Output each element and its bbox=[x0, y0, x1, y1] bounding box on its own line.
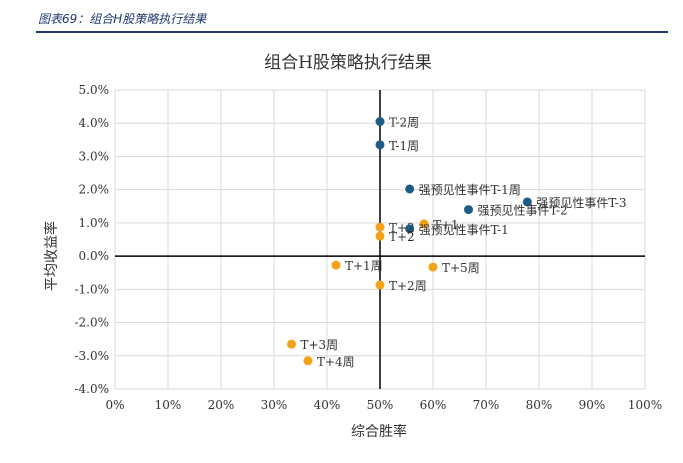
data-point bbox=[375, 280, 385, 290]
data-point bbox=[303, 356, 313, 366]
y-tick-label: 4.0% bbox=[79, 116, 110, 130]
data-point bbox=[464, 205, 474, 215]
data-label: T+2周 bbox=[389, 279, 427, 293]
y-tick-label: -1.0% bbox=[74, 282, 109, 296]
chart-title: 组合H股策略执行结果 bbox=[264, 53, 432, 73]
x-tick-label: 0% bbox=[105, 398, 124, 412]
data-point bbox=[428, 262, 438, 272]
x-tick-label: 20% bbox=[208, 398, 235, 412]
data-point bbox=[375, 140, 385, 150]
y-tick-label: -4.0% bbox=[74, 382, 109, 396]
x-tick-label: 10% bbox=[155, 398, 182, 412]
data-point bbox=[522, 197, 532, 207]
x-tick-label: 80% bbox=[526, 398, 553, 412]
y-tick-label: 5.0% bbox=[79, 83, 110, 97]
x-tick-label: 100% bbox=[628, 398, 662, 412]
y-tick-label: -2.0% bbox=[74, 316, 109, 330]
data-label: T+2 bbox=[389, 230, 415, 244]
y-axis-label: 平均收益率 bbox=[43, 221, 60, 291]
data-label: T-1周 bbox=[389, 139, 419, 153]
data-point bbox=[286, 339, 296, 349]
x-tick-label: 60% bbox=[420, 398, 447, 412]
data-points bbox=[286, 117, 532, 366]
data-point bbox=[375, 222, 385, 232]
data-point bbox=[405, 184, 415, 194]
data-point bbox=[331, 260, 341, 270]
x-tick-label: 40% bbox=[314, 398, 341, 412]
data-label: T+1 bbox=[433, 218, 459, 232]
y-tick-label: 3.0% bbox=[79, 149, 110, 163]
data-point bbox=[405, 224, 415, 234]
figure-caption: 图表69：组合H股策略执行结果 bbox=[38, 12, 207, 26]
x-tick-label: 50% bbox=[367, 398, 394, 412]
data-label: T+3周 bbox=[300, 338, 338, 352]
data-point bbox=[419, 219, 429, 229]
y-tick-label: 1.0% bbox=[79, 216, 110, 230]
data-point bbox=[375, 117, 385, 127]
x-tick-label: 30% bbox=[261, 398, 288, 412]
x-tick-label: 90% bbox=[579, 398, 606, 412]
data-label: T+5周 bbox=[442, 261, 480, 275]
y-tick-label: -3.0% bbox=[74, 349, 109, 363]
y-tick-label: 0.0% bbox=[79, 249, 110, 263]
data-label: 强预见性事件T-3 bbox=[536, 196, 626, 210]
data-label: T+4周 bbox=[317, 355, 355, 369]
data-label: T+1周 bbox=[345, 259, 383, 273]
data-label: 强预见性事件T-1周 bbox=[419, 183, 521, 197]
chart-container: 组合H股策略执行结果 5.0% 4.0% 3.0% 2.0% 1.0% 0.0% -1.0%… bbox=[36, 38, 668, 454]
caption-divider bbox=[36, 31, 668, 33]
x-axis-ticks: 0% 10% 20% 30% 40% 50% 60% 70% 80% 90% 100% bbox=[105, 398, 662, 412]
y-axis-ticks: 5.0% 4.0% 3.0% 2.0% 1.0% 0.0% -1.0% -2.0% -3.0% -… bbox=[74, 83, 109, 396]
x-tick-label: 70% bbox=[473, 398, 500, 412]
data-label: 强预见性事件T-2 bbox=[478, 204, 568, 218]
data-label: T+2 bbox=[389, 221, 415, 235]
y-tick-label: 2.0% bbox=[79, 183, 110, 197]
data-label: T-2周 bbox=[389, 116, 419, 130]
data-label: 强预见性事件T-1 bbox=[419, 223, 509, 237]
data-point bbox=[375, 231, 385, 241]
x-axis-label: 综合胜率 bbox=[351, 423, 407, 440]
scatter-chart: 组合H股策略执行结果 5.0% 4.0% 3.0% 2.0% 1.0% 0.0% -1.0%… bbox=[43, 53, 662, 440]
